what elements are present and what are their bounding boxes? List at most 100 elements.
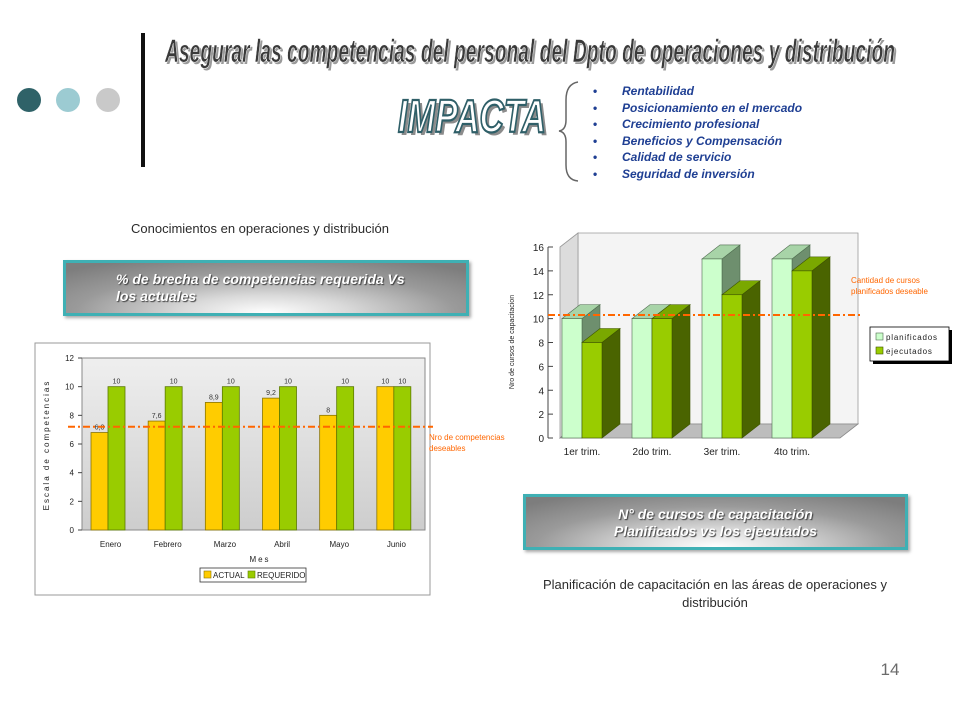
x-tick-label: Junio [387,540,407,549]
plot-floor [558,423,860,439]
y-tick-label: 10 [533,315,545,326]
impact-list: • Rentabilidad • Posicionamiento en el mer… [593,83,802,182]
y-tick-label: 10 [65,383,74,392]
data-label: 10 [284,379,292,386]
x-tick-label: Mayo [329,540,349,549]
bar-side-face [581,304,601,439]
bar-requerido [221,386,240,531]
training-courses-banner: N° de cursos de capacitación Planificado… [523,494,908,550]
slide-title-shadow: Asegurar las competencias del personal d… [166,35,897,71]
impact-item: • Beneficios y Compensación [593,133,802,150]
bar-front-face [791,270,813,439]
chart-legend: planificados ejecutados [869,326,952,364]
chart-frame [34,342,431,596]
x-tick-label: 4to trim. [774,447,810,458]
competency-gap-banner: % de brecha de competencias requerida Vs… [63,260,469,316]
brace-icon [558,81,579,182]
bar-top-face [701,244,741,260]
bar-actual [147,420,166,531]
bar-side-face [651,304,671,439]
right-chart-caption: Planificación de capacitación en las áre… [505,576,925,612]
decor-dot-gray [96,88,120,112]
impact-item: • Crecimiento profesional [593,116,802,133]
decor-dot-dark [17,88,41,112]
bar-top-face [561,304,601,319]
left-chart-caption: Conocimientos en operaciones y distribuc… [131,221,389,236]
y-tick-label: 6 [538,362,544,373]
y-tick-label: 12 [533,291,545,302]
data-label: 10 [170,379,178,386]
plot-side-wall [559,232,579,439]
legend-swatch-requerido [247,570,256,579]
impact-item: • Rentabilidad [593,83,802,100]
bar-ejecutados [651,304,691,439]
impact-item: • Calidad de servicio [593,149,802,166]
legend-label: REQUERIDO [257,571,305,580]
data-label: 10 [381,379,389,386]
banner-line: N° de cursos de capacitación [618,506,813,522]
y-axis-title: Escala de competencias [42,380,51,511]
bar-requerido [164,386,183,531]
y-tick-label: 0 [538,434,544,445]
legend-label: ejecutados [886,347,933,356]
bar-front-face [721,294,743,439]
legend-box [869,326,950,362]
impact-label: IMPACTA [398,90,546,142]
data-label: 6,8 [95,425,105,432]
impact-item-label: Crecimiento profesional [622,117,760,131]
y-tick-label: 12 [65,354,74,363]
impact-item-label: Calidad de servicio [622,150,732,164]
bar-side-face [601,327,621,439]
bar-top-face [771,244,811,260]
bar-planificados [561,304,601,439]
y-tick-label: 8 [538,339,544,350]
y-tick-label: 6 [70,440,75,449]
x-tick-label: 2do trim. [633,447,672,458]
impact-item: • Seguridad de inversión [593,166,802,183]
y-tick-label: 4 [70,469,75,478]
impact-label-shadow: IMPACTA [401,93,549,145]
bar-requerido [107,386,126,531]
reference-label: Nro de competencias [429,433,505,442]
page-number: 14 [880,660,900,679]
bar-top-face [791,256,831,272]
decor-dot-light [56,88,80,112]
bar-side-face [791,244,811,439]
bar-planificados [631,304,671,439]
x-tick-label: Marzo [214,540,237,549]
bar-requerido [393,386,412,531]
bullet-icon: • [593,117,598,131]
bullet-icon: • [593,150,598,164]
x-tick-label: Enero [100,540,122,549]
data-label: 7,6 [152,413,162,420]
data-label: 9,2 [266,390,276,397]
bar-top-face [581,328,621,343]
data-label: 8 [326,407,330,414]
bullet-icon: • [593,84,598,98]
reference-label: Cantidad de cursos [851,276,920,285]
data-label: 8,9 [209,394,219,401]
bar-top-face [721,280,761,296]
bar-ejecutados [791,256,831,439]
y-tick-label: 14 [533,267,545,278]
y-tick-label: 2 [70,497,75,506]
data-label: 10 [113,379,121,386]
legend-swatch-actual [203,570,212,579]
x-tick-label: Febrero [154,540,183,549]
bar-front-face [701,258,723,439]
title-divider [141,33,145,167]
bar-requerido [336,386,355,531]
bullet-icon: • [593,133,598,148]
impact-item-label: Rentabilidad [622,84,695,98]
bar-actual [376,386,395,531]
x-axis-title: Mes [249,555,270,564]
bar-top-face [651,304,691,319]
bar-front-face [651,318,673,439]
impact-item: • Posicionamiento en el mercado [593,100,802,117]
banner-line: % de brecha de competencias requerida Vs [116,271,405,287]
bar-planificados [771,244,811,439]
bar-actual [204,402,223,531]
y-tick-label: 8 [70,411,75,420]
bar-side-face [721,244,741,439]
bar-actual [262,397,280,531]
